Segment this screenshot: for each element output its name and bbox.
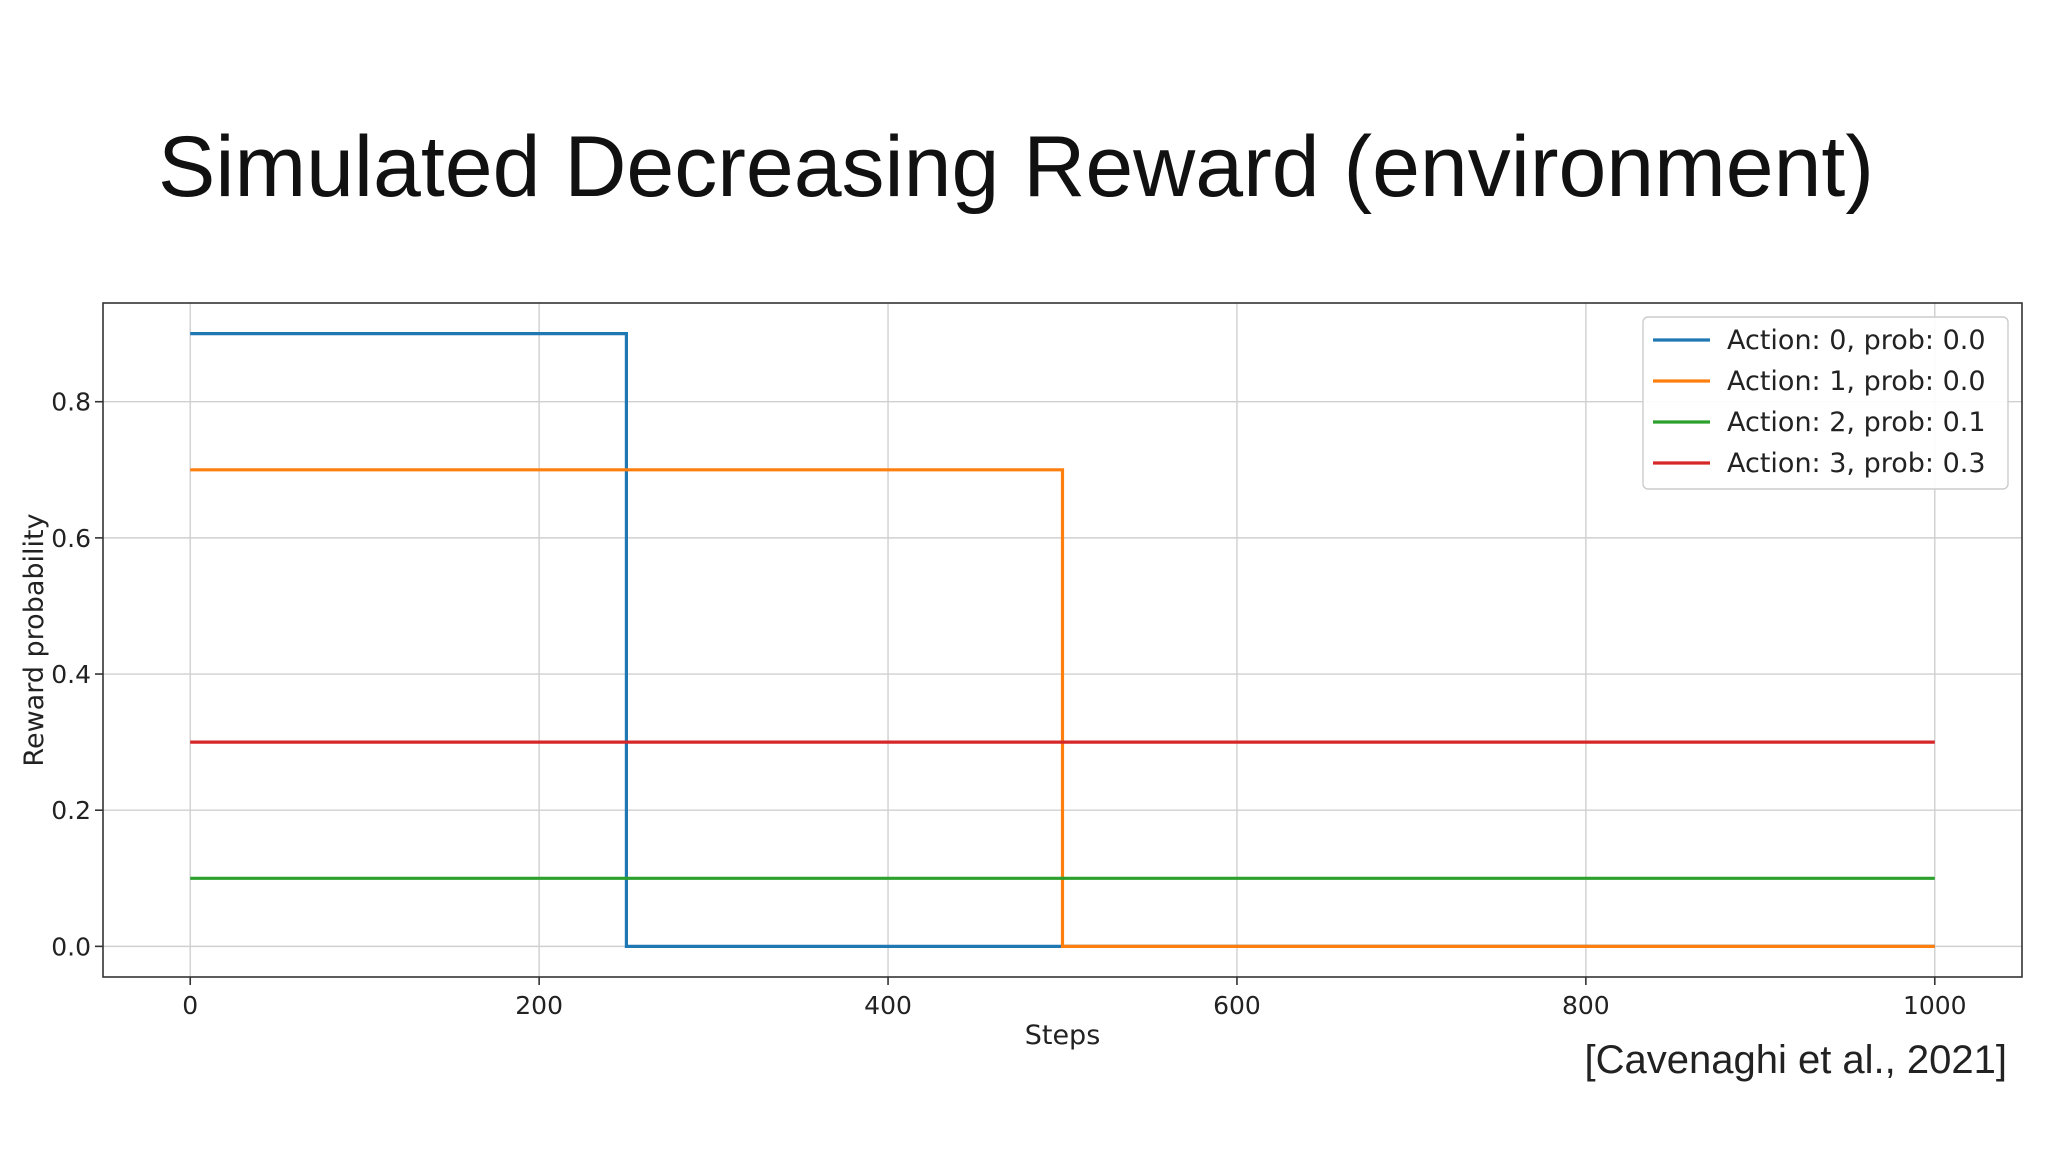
y-tick-label: 0.8	[51, 388, 91, 417]
citation: [Cavenaghi et al., 2021]	[1584, 1038, 2007, 1082]
legend-label-2: Action: 2, prob: 0.1	[1727, 407, 1986, 438]
x-tick-label: 1000	[1903, 991, 1967, 1020]
x-axis-label: Steps	[1025, 1020, 1101, 1051]
plot-frame	[102, 302, 2023, 978]
x-tick-label: 400	[864, 991, 912, 1020]
legend-label-3: Action: 3, prob: 0.3	[1727, 448, 1986, 479]
legend-label-1: Action: 1, prob: 0.0	[1727, 366, 1986, 397]
y-tick-label: 0.0	[51, 932, 91, 961]
y-tick-label: 0.6	[51, 524, 91, 553]
series-line-action-1	[190, 468, 1935, 949]
y-tick-label: 0.2	[51, 796, 91, 825]
y-tick-label: 0.4	[51, 660, 91, 689]
legend-label-0: Action: 0, prob: 0.0	[1727, 325, 1986, 356]
x-tick-label: 200	[515, 991, 563, 1020]
x-tick-label: 0	[182, 991, 198, 1020]
legend-box	[1642, 316, 2009, 490]
slide-title: Simulated Decreasing Reward (environment…	[158, 119, 1874, 215]
y-axis-label: Reward probability	[19, 513, 50, 766]
x-tick-label: 800	[1562, 991, 1610, 1020]
x-tick-label: 600	[1213, 991, 1261, 1020]
